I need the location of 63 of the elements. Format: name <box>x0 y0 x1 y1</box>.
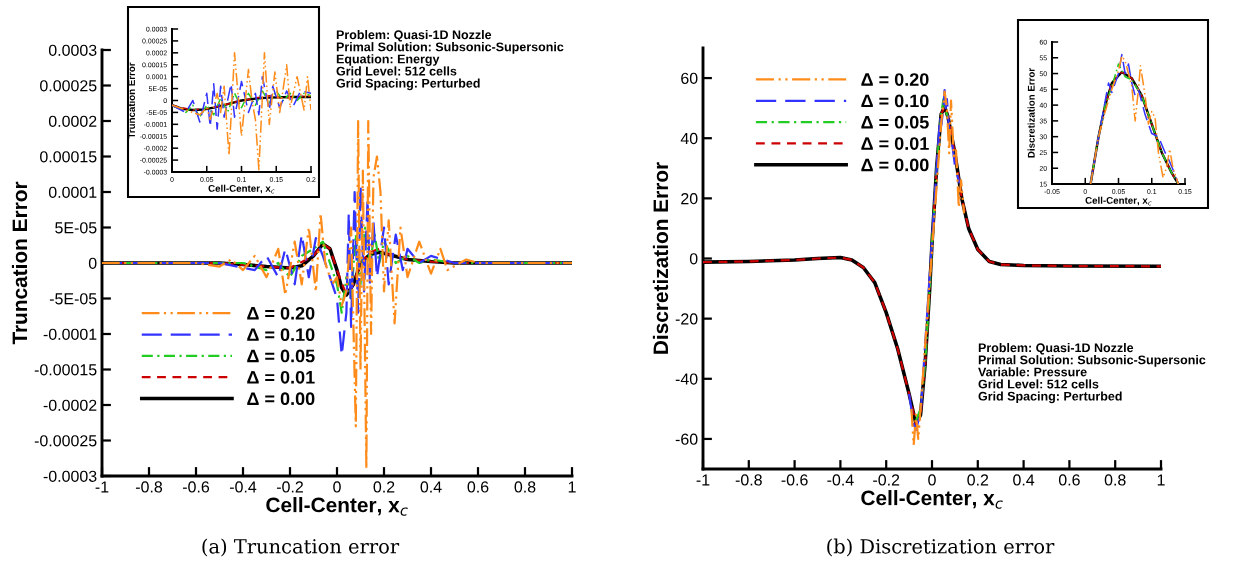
legend-label: Δ = 0.10 <box>247 328 315 342</box>
x-tick-label: 0.2 <box>373 481 395 493</box>
y-axis-title: Discretization Error <box>1027 68 1035 158</box>
y-tick-label: 5E-05 <box>55 222 97 234</box>
y-tick-label: 0.0001 <box>48 186 97 198</box>
x-axis-title: Cell-Center, x$_{c}$ <box>208 184 275 194</box>
y-axis-title: Discretization Error <box>652 162 669 354</box>
x-tick-label: 1 <box>568 481 576 493</box>
y-tick-label: -20 <box>675 313 698 325</box>
x-tick-label: -0.4 <box>229 481 257 493</box>
y-tick-label: 20 <box>681 192 698 205</box>
x-tick-label: -0.2 <box>873 474 900 486</box>
x-axis-title: Cell-Center, x$_{c}$ <box>1085 196 1152 206</box>
x-tick-label: 0.8 <box>514 481 536 493</box>
x-tick-label: 0.2 <box>967 474 989 486</box>
x-tick-label: 0 <box>333 481 341 493</box>
y-tick-label: -5E-05 <box>49 293 97 305</box>
annotation: Problem: Quasi-1D Nozzle Primal Solution: Subsonic-Supersonic Equation: Energy Grid Level: 512 cells Grid Spacing: Perturbed <box>336 30 564 91</box>
x-tick-label: -1 <box>696 474 710 486</box>
x-tick-label: -0.8 <box>735 474 762 486</box>
y-tick-label: -0.00025 <box>34 435 97 447</box>
x-tick-label: 0.8 <box>1104 474 1126 486</box>
legend-label: Δ = 0.20 <box>247 306 315 320</box>
y-tick-label: 0.00025 <box>40 80 97 92</box>
y-tick-label: -40 <box>675 373 698 385</box>
x-tick-label: -0.2 <box>276 481 303 493</box>
text: (a) Truncation error <box>202 538 400 557</box>
x-tick-label: 0.6 <box>1058 474 1080 486</box>
y-tick-label: 0 <box>88 257 97 269</box>
x-tick-label: -0.6 <box>781 474 808 486</box>
legend-label: Δ = 0.05 <box>247 349 315 363</box>
x-tick-label: -0.6 <box>182 481 210 493</box>
x-axis-title: Cell-Center, x$_{c}$ <box>266 497 408 516</box>
y-tick-label: -0.0003 <box>43 470 97 482</box>
y-tick-label: 0.0003 <box>48 44 97 56</box>
x-tick-label: 0.6 <box>467 481 489 493</box>
x-axis-title: Cell-Center, x$_{c}$ <box>861 490 1003 509</box>
y-tick-label: 0.0002 <box>48 115 97 127</box>
x-tick-label: -0.8 <box>135 481 163 493</box>
x-tick-label: 0.4 <box>1013 474 1035 486</box>
legend-label: Δ = 0.20 <box>861 73 929 86</box>
x-tick-label: -0.4 <box>827 474 854 486</box>
x-tick-label: 0 <box>928 474 936 486</box>
x-tick-label: -1 <box>95 481 109 493</box>
text: (b) Discretization error <box>827 538 1055 557</box>
y-tick-label: -0.0002 <box>43 399 97 411</box>
y-axis-title: Truncation Error <box>11 181 28 345</box>
legend-label: Δ = 0.05 <box>861 115 929 129</box>
x-tick-label: 1 <box>1157 474 1165 486</box>
annotation: Problem: Quasi-1D Nozzle Primal Solution: Subsonic-Supersonic Variable: Pressure Grid Level: 512 cells Grid Spacing: Perturbed <box>978 343 1206 404</box>
y-tick-label: -0.0001 <box>43 328 97 340</box>
y-tick-label: 60 <box>681 72 698 85</box>
y-tick-label: 0 <box>689 253 698 265</box>
y-tick-label: -60 <box>675 433 698 445</box>
legend-label: Δ = 0.01 <box>861 137 929 150</box>
legend-label: Δ = 0.10 <box>861 94 929 108</box>
y-tick-label: 40 <box>680 132 698 145</box>
legend-label: Δ = 0.01 <box>247 370 315 384</box>
y-tick-label: -0.00015 <box>34 364 97 376</box>
legend-label: Δ = 0.00 <box>861 158 929 172</box>
y-tick-label: 0.00015 <box>40 151 97 163</box>
legend-label: Δ = 0.00 <box>247 392 315 406</box>
x-tick-label: 0.4 <box>420 481 442 493</box>
